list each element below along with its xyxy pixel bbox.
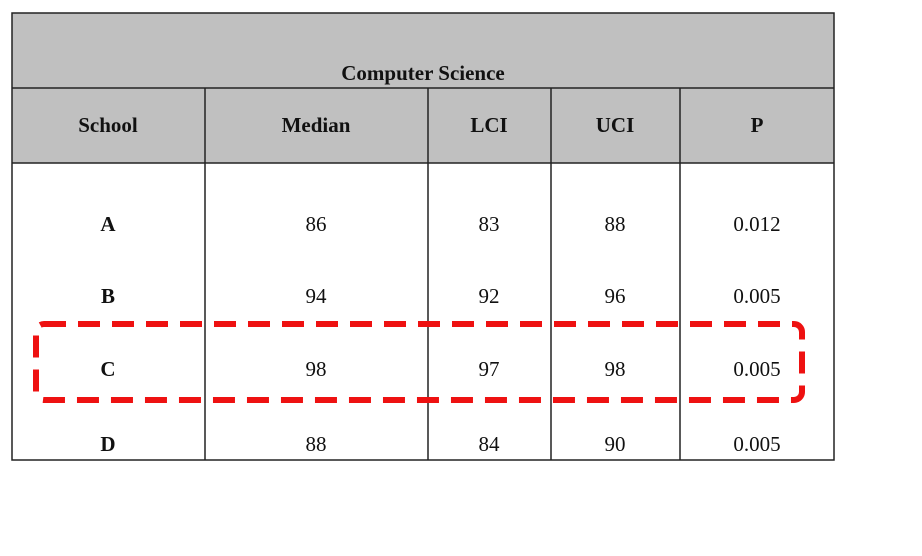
cell: 94 — [306, 284, 328, 308]
table-title: Computer Science — [341, 61, 505, 85]
cell: 84 — [479, 432, 501, 456]
cell: 88 — [306, 432, 327, 456]
cell: 0.012 — [733, 212, 780, 236]
highlight-box — [33, 321, 805, 403]
cell: 83 — [479, 212, 500, 236]
column-header: School — [78, 113, 138, 137]
cell: 0.005 — [733, 284, 780, 308]
cell: 88 — [605, 212, 626, 236]
cell: 96 — [605, 284, 626, 308]
cell: 0.005 — [733, 357, 780, 381]
cell: 98 — [605, 357, 626, 381]
cell: 90 — [605, 432, 626, 456]
row-label: D — [100, 432, 115, 456]
column-header: UCI — [596, 113, 635, 137]
column-header: P — [751, 113, 764, 137]
cell: 98 — [306, 357, 327, 381]
cell: 0.005 — [733, 432, 780, 456]
cell: 97 — [479, 357, 500, 381]
cell: 92 — [479, 284, 500, 308]
row-label: A — [100, 212, 116, 236]
column-header: LCI — [470, 113, 507, 137]
table-border — [11, 12, 835, 461]
row-label: C — [100, 357, 115, 381]
row-label: B — [101, 284, 115, 308]
cell: 86 — [306, 212, 327, 236]
column-header: Median — [282, 113, 351, 137]
